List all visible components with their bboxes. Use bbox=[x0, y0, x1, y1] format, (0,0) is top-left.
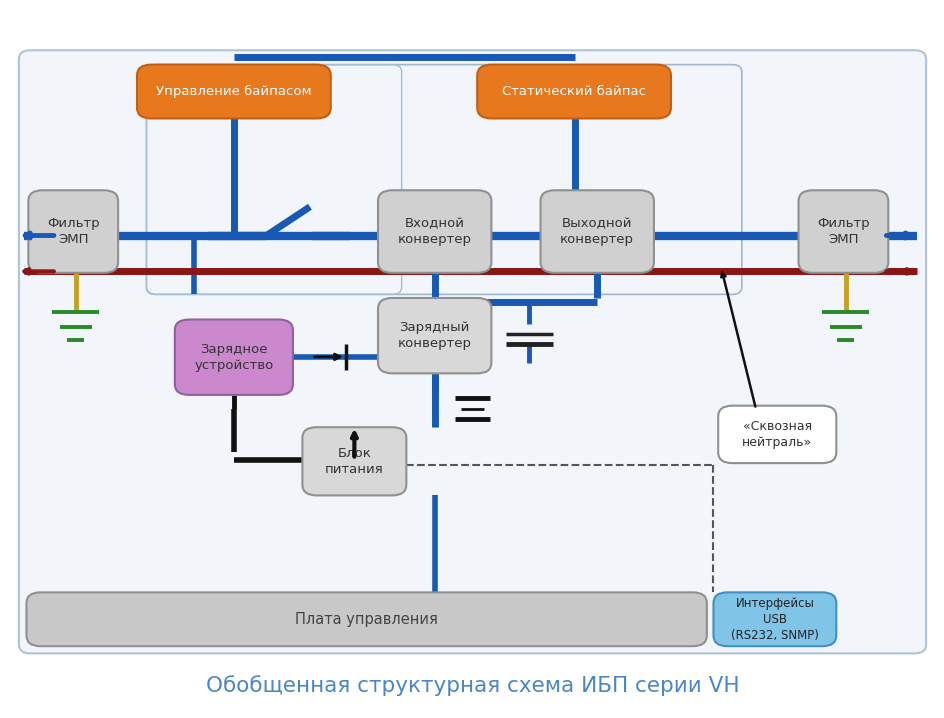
Text: Плата управления: Плата управления bbox=[295, 612, 438, 627]
FancyBboxPatch shape bbox=[798, 190, 887, 273]
FancyBboxPatch shape bbox=[19, 50, 925, 653]
Text: Зарядный
конвертер: Зарядный конвертер bbox=[397, 321, 471, 350]
FancyBboxPatch shape bbox=[540, 190, 653, 273]
FancyBboxPatch shape bbox=[26, 592, 706, 646]
Text: Зарядное
устройство: Зарядное устройство bbox=[194, 342, 273, 372]
Text: Блок
питания: Блок питания bbox=[325, 447, 383, 476]
FancyBboxPatch shape bbox=[477, 65, 670, 118]
FancyBboxPatch shape bbox=[137, 65, 330, 118]
Text: Статический байпас: Статический байпас bbox=[501, 85, 646, 98]
Text: «Сквозная
нейтраль»: «Сквозная нейтраль» bbox=[741, 420, 812, 449]
Text: Управление байпасом: Управление байпасом bbox=[156, 85, 312, 98]
Text: Фильтр
ЭМП: Фильтр ЭМП bbox=[47, 217, 99, 246]
Text: Выходной
конвертер: Выходной конвертер bbox=[560, 217, 633, 246]
FancyBboxPatch shape bbox=[175, 320, 293, 395]
FancyBboxPatch shape bbox=[28, 190, 118, 273]
FancyBboxPatch shape bbox=[378, 298, 491, 373]
Text: Обобщенная структурная схема ИБП серии VH: Обобщенная структурная схема ИБП серии V… bbox=[206, 675, 738, 696]
Text: Интерфейсы
USB
(RS232, SNMP): Интерфейсы USB (RS232, SNMP) bbox=[731, 597, 818, 642]
FancyBboxPatch shape bbox=[717, 406, 835, 463]
Text: Входной
конвертер: Входной конвертер bbox=[397, 217, 471, 246]
FancyBboxPatch shape bbox=[302, 427, 406, 495]
FancyBboxPatch shape bbox=[713, 592, 835, 646]
Text: Фильтр
ЭМП: Фильтр ЭМП bbox=[817, 217, 868, 246]
FancyBboxPatch shape bbox=[378, 190, 491, 273]
